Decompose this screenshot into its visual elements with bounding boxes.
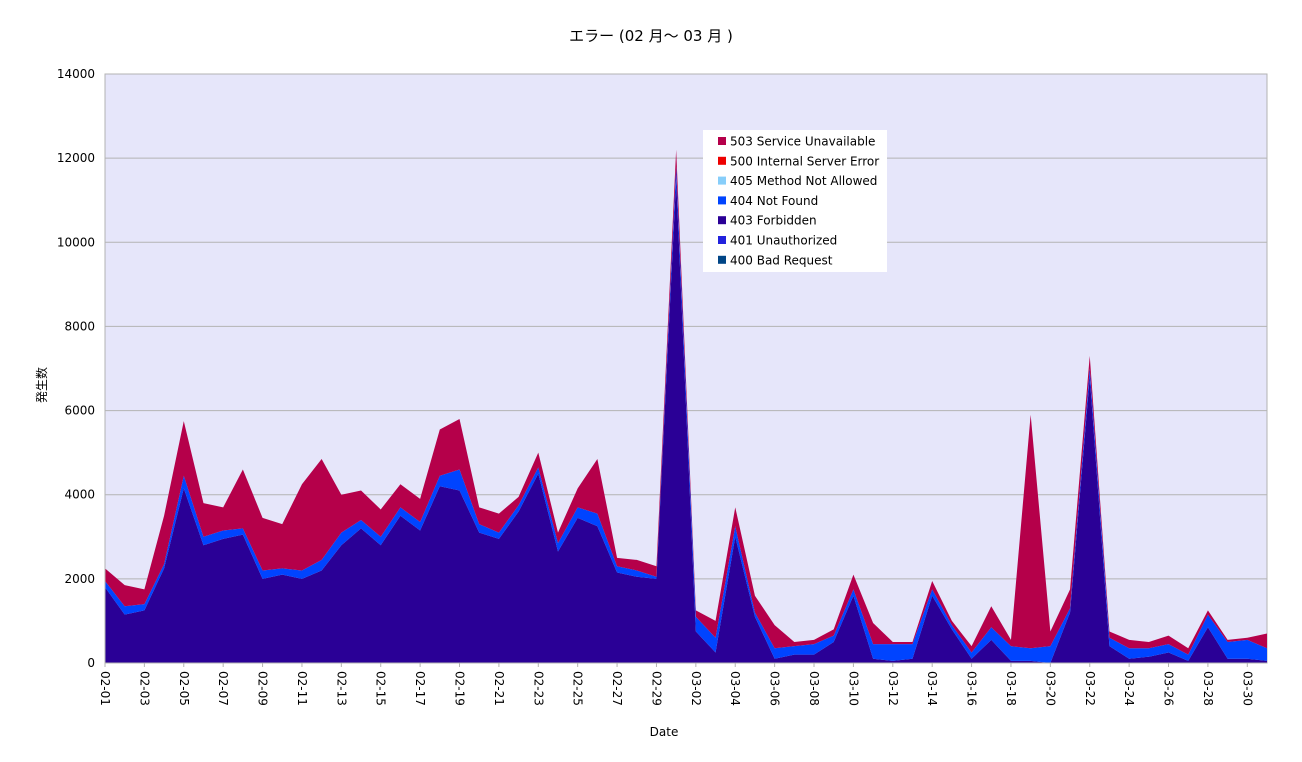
legend-label: 401 Unauthorized [730, 234, 837, 248]
legend-label: 403 Forbidden [730, 214, 817, 228]
x-tick-label: 03-02 [689, 671, 703, 706]
x-tick-label: 03-24 [1122, 671, 1136, 706]
x-tick-label: 03-08 [807, 671, 821, 706]
legend-swatch [718, 196, 726, 205]
x-tick-label: 02-01 [98, 671, 112, 706]
x-tick-label: 03-06 [768, 671, 782, 706]
legend-swatch [718, 236, 726, 244]
x-tick-label: 03-30 [1240, 671, 1254, 706]
y-tick-label: 12000 [57, 151, 95, 165]
x-tick-label: 02-21 [492, 671, 506, 706]
x-tick-label: 03-22 [1083, 671, 1097, 706]
x-tick-label: 02-23 [531, 671, 545, 706]
x-tick-label: 03-20 [1043, 671, 1057, 706]
legend-swatch [718, 255, 726, 264]
y-tick-label: 4000 [64, 488, 95, 502]
legend-label: 405 Method Not Allowed [730, 174, 877, 188]
y-tick-label: 10000 [57, 235, 95, 249]
x-tick-label: 02-11 [295, 671, 309, 706]
axes [104, 74, 1267, 664]
x-tick-label: 03-16 [965, 671, 979, 706]
y-tick-label: 0 [87, 656, 95, 670]
legend-swatch [718, 176, 726, 185]
x-tick-label: 03-10 [846, 671, 860, 706]
legend-label: 500 Internal Server Error [730, 154, 879, 168]
chart-title: エラー (02 月～ 03 月 ) [569, 27, 733, 45]
x-tick-label: 02-09 [256, 671, 270, 706]
legend-label: 400 Bad Request [730, 253, 833, 267]
x-tick-label: 03-26 [1162, 671, 1176, 706]
x-tick-label: 02-17 [413, 671, 427, 706]
legend-box [703, 130, 887, 272]
legend: 503 Service Unavailable 500 Internal Serv… [703, 130, 887, 272]
y-tick-labels: 0 2000 4000 6000 8000 10000 12000 14000 [57, 67, 95, 670]
y-tick-label: 2000 [64, 572, 95, 586]
legend-label: 404 Not Found [730, 194, 818, 208]
x-tick-label: 03-12 [886, 671, 900, 706]
x-tick-label: 02-15 [374, 671, 388, 706]
x-tick-label: 03-18 [1004, 671, 1018, 706]
x-tick-labels: 02-01 02-03 02-05 02-07 02-09 02-11 02-13 02-15… [98, 663, 1254, 706]
x-axis-label: Date [650, 725, 679, 739]
x-tick-label: 02-03 [137, 671, 151, 706]
legend-label: 503 Service Unavailable [730, 135, 875, 149]
y-tick-label: 8000 [64, 319, 95, 333]
area-series-403-forbidden [105, 179, 1267, 663]
x-tick-label: 02-29 [649, 671, 663, 706]
legend-swatch [718, 216, 726, 225]
x-tick-label: 02-27 [610, 671, 624, 706]
x-tick-label: 03-28 [1201, 671, 1215, 706]
y-tick-label: 6000 [64, 404, 95, 418]
area-series [105, 149, 1267, 663]
legend-swatch [718, 156, 726, 165]
x-tick-label: 02-07 [216, 671, 230, 706]
y-axis-label: 発生数 [34, 367, 49, 403]
x-tick-label: 03-04 [728, 671, 742, 706]
x-tick-label: 02-13 [334, 671, 348, 706]
y-tick-label: 14000 [57, 67, 95, 81]
legend-swatch [718, 137, 726, 145]
x-tick-label: 02-25 [571, 671, 585, 706]
x-tick-label: 03-14 [925, 671, 939, 706]
x-tick-label: 02-19 [453, 671, 467, 706]
x-tick-label: 02-05 [177, 671, 191, 706]
